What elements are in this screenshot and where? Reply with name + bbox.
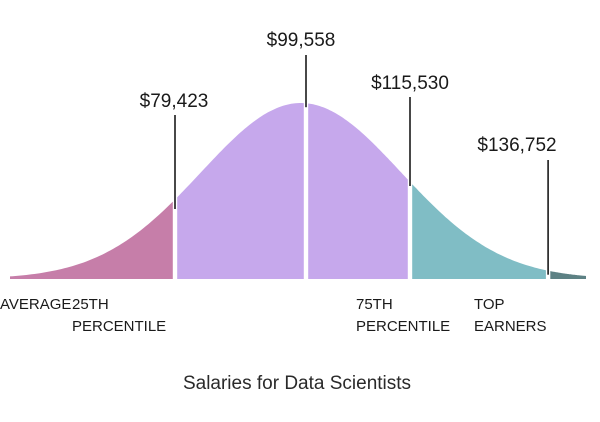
marker-value-label: $136,752	[477, 135, 556, 156]
marker-value-label: $99,558	[267, 30, 336, 51]
segment-label-top-earners: TOP EARNERS	[474, 296, 547, 335]
curve-segment-75th-percentile	[412, 184, 546, 279]
curve-segment-average-upper	[308, 103, 408, 279]
chart-title: Salaries for Data Scientists	[183, 373, 411, 394]
curve-segments	[10, 103, 586, 279]
curve-segment-average	[177, 103, 304, 279]
segment-label-25th-percentile: 25TH PERCENTILE	[72, 296, 166, 335]
marker-value-label: $115,530	[371, 73, 449, 94]
marker-value-labels: $79,423 $99,558 $115,530 $136,752	[140, 30, 557, 156]
segment-label-average: AVERAGE	[0, 296, 71, 313]
curve-segment-25th-percentile	[10, 201, 173, 279]
marker-leader-lines	[174, 55, 549, 275]
marker-value-label: $79,423	[140, 91, 209, 112]
segment-label-75th-percentile: 75TH PERCENTILE	[356, 296, 450, 335]
curve-segment-top-earners	[550, 271, 586, 279]
